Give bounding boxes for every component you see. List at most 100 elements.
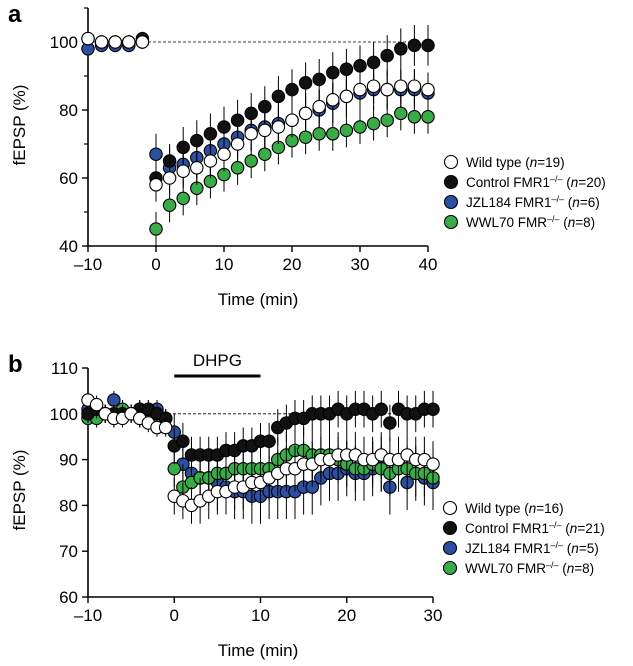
data-point xyxy=(407,38,422,53)
data-point xyxy=(230,161,245,175)
series-0 xyxy=(81,390,440,524)
legend-marker xyxy=(443,174,459,190)
x-tick-label: 30 xyxy=(424,606,443,625)
data-point xyxy=(394,106,408,121)
data-point xyxy=(380,113,394,127)
data-point xyxy=(217,147,231,161)
data-point xyxy=(339,62,354,76)
data-point xyxy=(258,147,272,161)
data-point xyxy=(407,79,422,93)
data-point xyxy=(394,79,408,93)
data-point xyxy=(271,89,286,104)
legend-label: WWL70 FMR–/– (n=8) xyxy=(465,560,594,576)
data-point xyxy=(312,99,326,114)
y-tick-label: 100 xyxy=(50,405,78,424)
data-point xyxy=(366,79,381,93)
legend-marker xyxy=(443,154,459,170)
x-tick-label: 20 xyxy=(283,255,302,274)
y-tick-label: 100 xyxy=(50,33,78,52)
x-tick-label: 0 xyxy=(170,606,179,625)
data-point xyxy=(353,120,367,134)
data-point xyxy=(339,89,354,104)
data-point xyxy=(258,99,272,114)
data-point xyxy=(421,38,435,53)
data-point xyxy=(298,130,313,144)
data-point xyxy=(158,420,173,435)
data-point xyxy=(426,402,440,416)
panel-b: b fEPSP (%) Time (min) –10 0 10 20 30 60 70 80 9… xyxy=(8,351,605,660)
x-tick-label: 0 xyxy=(151,255,160,274)
legend-marker xyxy=(442,500,458,516)
legend-label: Control FMR1–/– (n=21) xyxy=(465,520,605,536)
legend-item: Control FMR1–/– (n=21) xyxy=(442,520,605,536)
panel-b-legend: Wild type (n=16) Control FMR1–/– (n=21) JZ… xyxy=(442,500,605,576)
legend-label: Wild type (n=19) xyxy=(466,155,565,170)
data-point xyxy=(258,123,272,138)
legend-item: Control FMR1–/– (n=20) xyxy=(443,174,606,190)
panel-a-legend: Wild type (n=19) Control FMR1–/– (n=20) JZ… xyxy=(443,154,606,230)
y-tick-label: 80 xyxy=(59,496,78,515)
y-tick-label: 40 xyxy=(59,237,78,256)
y-tick-label: 70 xyxy=(59,542,78,561)
data-point xyxy=(149,147,163,161)
data-point xyxy=(122,35,136,49)
data-point xyxy=(353,59,367,73)
data-point xyxy=(271,120,286,134)
data-point xyxy=(421,110,435,124)
drug-bar-label: DHPG xyxy=(193,351,242,370)
data-point xyxy=(162,171,177,185)
legend-item: Wild type (n=16) xyxy=(442,500,564,516)
data-point xyxy=(285,82,299,97)
data-point xyxy=(230,113,245,127)
data-point xyxy=(203,127,218,141)
panel-a-ylabel: fEPSP (%) xyxy=(10,85,29,166)
data-point xyxy=(298,106,313,121)
y-tick-label: 60 xyxy=(59,169,78,188)
legend-label: JZL184 FMR1–/– (n=6) xyxy=(466,194,600,210)
data-point xyxy=(149,178,163,192)
data-point xyxy=(380,82,394,97)
data-point xyxy=(383,416,397,430)
series-0 xyxy=(81,31,435,202)
y-tick-label: 110 xyxy=(51,359,78,378)
x-tick-label: 40 xyxy=(419,255,438,274)
legend-label: Wild type (n=16) xyxy=(465,501,564,516)
data-point xyxy=(176,434,190,449)
data-point xyxy=(298,76,313,90)
data-point xyxy=(244,127,258,141)
legend-marker xyxy=(443,214,459,230)
data-point xyxy=(190,161,204,175)
data-point xyxy=(244,154,258,168)
data-point xyxy=(326,65,340,80)
legend-item: WWL70 FMR–/– (n=8) xyxy=(443,214,595,230)
data-point xyxy=(108,35,122,49)
data-point xyxy=(380,48,394,63)
data-point xyxy=(285,113,299,127)
legend-item: JZL184 FMR1–/– (n=6) xyxy=(443,194,600,210)
panel-a-xlabel: Time (min) xyxy=(218,290,299,309)
data-point xyxy=(394,42,408,56)
x-tick-label: –10 xyxy=(74,606,102,625)
x-tick-label: 10 xyxy=(251,606,270,625)
legend-marker xyxy=(442,540,458,556)
series-1 xyxy=(81,25,435,195)
panel-a-letter: a xyxy=(8,1,22,28)
panel-b-plot: –10 0 10 20 30 60 70 80 90 100 110 DHPG xyxy=(50,351,443,625)
data-point xyxy=(426,457,440,471)
data-point xyxy=(203,154,218,168)
x-tick-label: 20 xyxy=(337,606,356,625)
data-point xyxy=(176,140,190,155)
x-tick-label: –10 xyxy=(74,255,102,274)
legend-label: Control FMR1–/– (n=20) xyxy=(466,174,606,190)
data-point xyxy=(162,198,177,212)
y-tick-label: 80 xyxy=(59,101,78,120)
panel-a-plot: –10 0 10 20 30 40 40 60 80 100 xyxy=(50,7,438,274)
data-point xyxy=(230,137,245,151)
legend-marker xyxy=(442,560,458,576)
legend-item: WWL70 FMR–/– (n=8) xyxy=(442,560,594,576)
x-tick-label: 30 xyxy=(351,255,370,274)
data-point xyxy=(94,35,109,49)
data-point xyxy=(374,402,388,416)
data-point xyxy=(81,31,95,46)
